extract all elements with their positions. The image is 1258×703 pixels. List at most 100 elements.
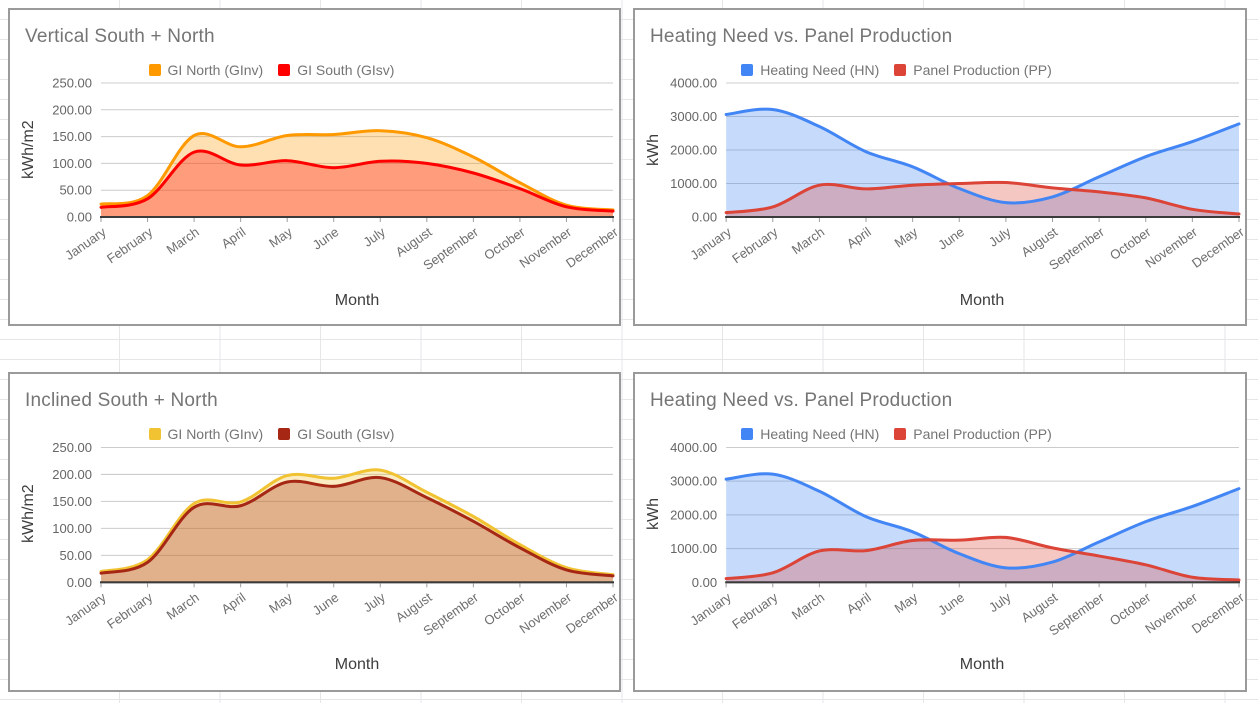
line-series-0 — [724, 472, 1241, 570]
legend-swatch — [741, 428, 754, 440]
y-tick-label: 100.00 — [52, 521, 92, 536]
x-tick-label: June — [310, 224, 342, 252]
x-tick-label: March — [164, 224, 202, 257]
legend-swatch — [894, 428, 907, 440]
x-tick-label: February — [729, 589, 781, 632]
y-tick-label: 100.00 — [52, 156, 92, 171]
x-tick-label: June — [935, 224, 967, 252]
legend-swatch — [148, 428, 161, 440]
legend-item: GI North (GInv) — [148, 62, 264, 78]
y-tick-label: 0.00 — [67, 210, 92, 225]
area-series-0 — [101, 469, 613, 583]
legend-item: GI South (GIsv) — [278, 62, 394, 78]
y-tick-label: 4000.00 — [670, 440, 717, 455]
y-tick-label: 0.00 — [692, 210, 717, 225]
x-tick-label: May — [266, 224, 295, 251]
x-tick-label: May — [892, 224, 921, 251]
legend-label: Panel Production (PP) — [913, 426, 1052, 442]
x-tick-label: May — [266, 589, 295, 616]
x-tick-label: January — [687, 589, 734, 628]
chart-plot-area: 0.00 1000.00 2000.00 3000.00 4000.00 JanuaryF… — [670, 440, 1245, 639]
y-tick-label: 3000.00 — [670, 109, 717, 124]
chart-legend: Heating Need (HN) Panel Production (PP) — [635, 426, 1158, 442]
chart-panel-vertical-south-north[interactable]: Vertical South + North GI North (GInv) G… — [8, 8, 621, 326]
x-axis-title: Month — [959, 292, 1005, 309]
legend-swatch — [741, 64, 754, 76]
y-tick-label: 2000.00 — [670, 143, 717, 158]
y-tick-label: 250.00 — [52, 440, 92, 455]
line-series-0 — [99, 468, 615, 577]
y-tick-label: 200.00 — [52, 467, 92, 482]
x-tick-label: February — [104, 224, 156, 266]
x-tick-label: July — [360, 224, 388, 250]
legend-label: Heating Need (HN) — [760, 62, 880, 78]
legend-label: Heating Need (HN) — [760, 426, 880, 442]
x-tick-label: October — [1107, 589, 1154, 628]
y-axis-title: kWh — [645, 134, 662, 166]
legend-item: Panel Production (PP) — [894, 62, 1052, 78]
y-axis-title: kWh/m2 — [20, 120, 37, 180]
legend-swatch — [278, 428, 291, 440]
x-tick-label: January — [62, 224, 109, 263]
x-tick-label: October — [481, 589, 528, 628]
x-tick-label: April — [844, 590, 874, 617]
x-tick-label: September — [420, 589, 481, 638]
x-tick-label: May — [892, 589, 921, 616]
x-tick-label: July — [986, 224, 1014, 250]
chart-panel-inclined-south-north[interactable]: Inclined South + North GI North (GInv) G… — [8, 372, 621, 692]
x-tick-label: February — [729, 224, 781, 266]
chart-legend: Heating Need (HN) Panel Production (PP) — [635, 62, 1158, 78]
legend-item: Panel Production (PP) — [894, 426, 1052, 442]
x-tick-label: April — [844, 224, 874, 251]
legend-label: Panel Production (PP) — [913, 62, 1052, 78]
legend-label: GI South (GIsv) — [297, 62, 395, 78]
y-tick-label: 3000.00 — [670, 474, 717, 489]
line-series-0 — [724, 107, 1241, 205]
legend-swatch — [148, 64, 161, 76]
legend-item: Heating Need (HN) — [741, 426, 879, 442]
chart-panel-heating-vs-panel-bottom[interactable]: Heating Need vs. Panel Production Heatin… — [633, 372, 1247, 692]
chart-title: Vertical South + North — [25, 26, 215, 47]
chart-legend: GI North (GInv) GI South (GIsv) — [10, 62, 533, 78]
x-axis-title: Month — [334, 656, 380, 673]
chart-title: Heating Need vs. Panel Production — [650, 26, 953, 47]
x-axis-title: Month — [959, 656, 1005, 673]
legend-label: GI North (GInv) — [167, 62, 264, 78]
x-tick-label: December — [563, 224, 619, 271]
area-series-1 — [726, 537, 1239, 583]
y-tick-label: 1000.00 — [670, 541, 717, 556]
y-axis-title: kWh — [645, 498, 662, 530]
y-tick-label: 1000.00 — [670, 176, 717, 191]
y-tick-label: 250.00 — [52, 76, 92, 91]
chart-panel-heating-vs-panel-top[interactable]: Heating Need vs. Panel Production Heatin… — [633, 8, 1247, 326]
x-tick-label: October — [1107, 224, 1154, 263]
legend-item: GI South (GIsv) — [278, 426, 394, 442]
legend-item: GI North (GInv) — [148, 426, 263, 442]
legend-swatch — [894, 64, 907, 76]
chart-title: Inclined South + North — [25, 390, 218, 411]
line-series-1 — [724, 535, 1241, 582]
x-tick-label: March — [789, 224, 827, 257]
x-tick-label: August — [393, 224, 435, 260]
chart-plot-area: 0.00 1000.00 2000.00 3000.00 4000.00 JanuaryF… — [670, 76, 1245, 273]
y-tick-label: 0.00 — [692, 575, 717, 590]
y-tick-label: 150.00 — [52, 494, 92, 509]
x-tick-label: August — [393, 589, 435, 625]
x-tick-label: August — [1018, 589, 1060, 625]
x-tick-label: November — [516, 224, 574, 271]
area-series-0 — [726, 473, 1239, 583]
y-tick-label: 2000.00 — [670, 507, 717, 522]
y-tick-label: 4000.00 — [670, 76, 717, 91]
x-tick-label: September — [1046, 589, 1107, 638]
x-tick-label: October — [481, 224, 528, 263]
x-tick-label: June — [935, 590, 967, 619]
x-tick-label: January — [62, 589, 109, 628]
chart-title: Heating Need vs. Panel Production — [650, 390, 953, 411]
x-axis-title: Month — [334, 292, 380, 309]
area-series-1 — [726, 182, 1239, 217]
x-tick-label: September — [1046, 224, 1107, 273]
y-axis-title: kWh/m2 — [20, 484, 37, 544]
x-tick-label: March — [164, 590, 202, 623]
chart-plot-area: 0.00 50.00 100.00 150.00 200.00 250.00 January… — [52, 440, 619, 639]
x-tick-label: July — [360, 589, 388, 615]
